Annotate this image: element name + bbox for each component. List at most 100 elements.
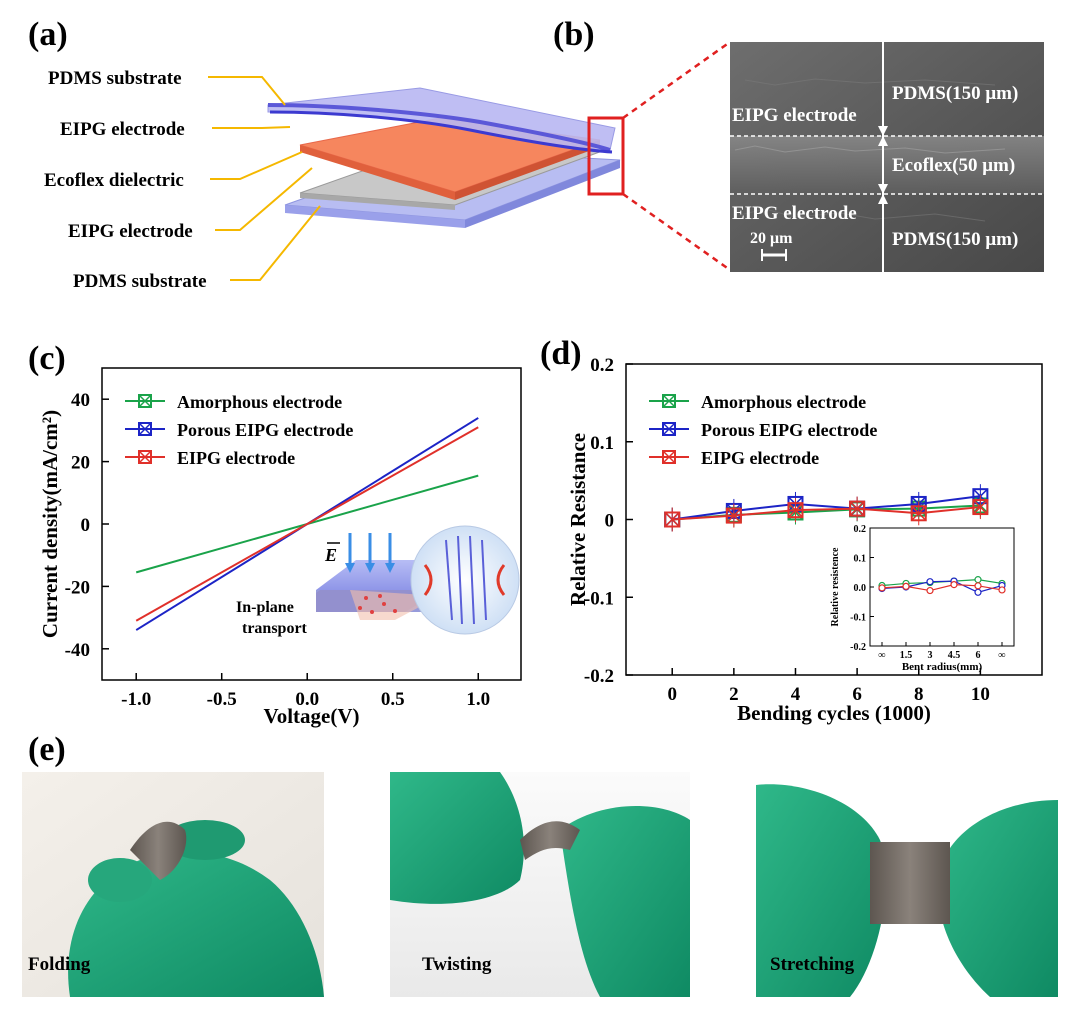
y-tick-label: 0.1 bbox=[590, 433, 614, 454]
sem-label-bottom-right: PDMS(150 μm) bbox=[892, 229, 1018, 250]
inset-y-axis-label: Relative resistence bbox=[830, 547, 841, 627]
x-tick-label: 1.0 bbox=[466, 689, 490, 710]
sem-image: EIPG electrode EIPG electrode PDMS(150 μ… bbox=[730, 42, 1044, 272]
inset-point-2-1 bbox=[902, 582, 910, 591]
photo-folding: Folding bbox=[22, 772, 324, 997]
inset-bubble bbox=[410, 525, 520, 635]
x-tick-label: 8 bbox=[914, 684, 924, 705]
layer-label-3: Ecoflex dielectric bbox=[44, 170, 184, 191]
legend-marker-0 bbox=[138, 394, 152, 408]
legend-label-2: EIPG electrode bbox=[177, 448, 295, 468]
y-tick-label: -40 bbox=[65, 640, 90, 661]
photo-twisting: Twisting bbox=[390, 772, 690, 997]
panel-label-c: (c) bbox=[28, 340, 66, 377]
x-tick-label: 6 bbox=[852, 684, 862, 705]
inset-x-tick-label: 4.5 bbox=[948, 650, 961, 661]
inset-y-tick-label: 0.1 bbox=[854, 554, 867, 565]
legend-marker-1-box bbox=[662, 422, 676, 436]
legend-marker-0-x2 bbox=[138, 394, 152, 408]
inset-point-1-2 bbox=[926, 578, 934, 586]
chart-d-inset: ∞ 1.5 3 4.5 6 ∞ -0.2 -0.1 0.0 0.1 0.2 Bent radius(m… bbox=[830, 524, 1015, 673]
highlight-box bbox=[587, 116, 625, 196]
sem-label-mid-right: Ecoflex(50 μm) bbox=[892, 155, 1015, 176]
legend-marker-1-box bbox=[138, 422, 152, 436]
y-tick-label: 0 bbox=[605, 511, 615, 532]
inset-x-tick-label: ∞ bbox=[878, 650, 885, 661]
y-tick-label: -0.1 bbox=[584, 588, 614, 609]
series-line-2 bbox=[672, 506, 981, 521]
inset-x-tick-label: 6 bbox=[976, 650, 981, 661]
inset-y-tick-label: -0.2 bbox=[850, 642, 866, 653]
photo-label-stretching: Stretching bbox=[770, 954, 855, 975]
x-tick-label: -0.5 bbox=[207, 689, 237, 710]
chart-d-bending: 0 2 4 6 8 10 -0.2 -0.1 0 0.1 0.2 Bending cycles (10… bbox=[566, 355, 1043, 725]
legend-marker-2-x2 bbox=[662, 450, 676, 464]
legend-marker-0 bbox=[662, 394, 676, 408]
x-tick-label: 2 bbox=[729, 684, 739, 705]
y-axis-label: Relative Resistance bbox=[566, 433, 590, 606]
layer-label-5: PDMS substrate bbox=[73, 271, 207, 292]
x-axis-label: Bending cycles (1000) bbox=[737, 701, 931, 725]
legend-marker-1 bbox=[138, 422, 152, 436]
inset-point-2-5 bbox=[998, 586, 1006, 594]
legend-marker-1 bbox=[662, 422, 676, 436]
legend-label-0: Amorphous electrode bbox=[701, 392, 866, 412]
legend-marker-2 bbox=[138, 450, 152, 464]
x-tick-label: 0 bbox=[667, 684, 677, 705]
inset-x-tick-label: 1.5 bbox=[900, 650, 913, 661]
series-line-1 bbox=[672, 495, 981, 521]
x-tick-label: 4 bbox=[791, 684, 801, 705]
legend-marker-2 bbox=[662, 450, 676, 464]
layer-label-4: EIPG electrode bbox=[68, 221, 193, 242]
legend-marker-2-box bbox=[662, 450, 676, 464]
inset-x-tick-label: ∞ bbox=[998, 650, 1005, 661]
legend-marker-2-box bbox=[138, 450, 152, 464]
inset-point-2-3 bbox=[950, 581, 958, 589]
sem-scale-text: 20 μm bbox=[750, 230, 793, 247]
inset-point-1-4 bbox=[974, 588, 982, 596]
legend-label-0: Amorphous electrode bbox=[177, 392, 342, 412]
panel-label-e: (e) bbox=[28, 731, 66, 768]
panel-label-d: (d) bbox=[540, 335, 582, 372]
inset-point-2-4 bbox=[974, 582, 982, 590]
sem-label-bottom-left: EIPG electrode bbox=[732, 203, 857, 224]
y-tick-label: 40 bbox=[71, 390, 90, 411]
x-tick-label: 10 bbox=[971, 684, 990, 705]
x-tick-label: -1.0 bbox=[121, 689, 151, 710]
photo-label-folding: Folding bbox=[28, 954, 91, 975]
legend-label-1: Porous EIPG electrode bbox=[701, 420, 877, 440]
inset-x-axis-label: Bent radius(mm) bbox=[902, 661, 983, 673]
e-field-label: E bbox=[324, 545, 337, 565]
y-tick-label: -20 bbox=[65, 577, 90, 598]
inset-y-tick-label: 0.2 bbox=[854, 524, 867, 535]
legend-marker-2-x2 bbox=[138, 450, 152, 464]
legend-label-1: Porous EIPG electrode bbox=[177, 420, 353, 440]
y-tick-label: 20 bbox=[71, 453, 90, 474]
x-axis-label: Voltage(V) bbox=[263, 704, 359, 728]
y-tick-label: 0 bbox=[81, 515, 91, 536]
layer-stack-diagram: PDMS substrate EIPG electrode Ecoflex di… bbox=[44, 40, 731, 292]
chart-c-iv-curves: -1.0 -0.5 0.0 0.5 1.0 -40 -20 0 20 40 Voltage(V) Cu… bbox=[38, 367, 522, 728]
x-tick-label: 0.5 bbox=[381, 689, 405, 710]
y-tick-label: 0.2 bbox=[590, 355, 614, 376]
chart-c-inset-illustration: E In-plane transport bbox=[236, 525, 520, 637]
legend-marker-0-box bbox=[138, 394, 152, 408]
y-axis-label: Current density(mA/cm²) bbox=[38, 410, 62, 638]
legend-marker-1-x2 bbox=[138, 422, 152, 436]
inset-text-1: In-plane bbox=[236, 599, 294, 616]
x-tick-label: 0.0 bbox=[295, 689, 319, 710]
sem-label-top-right: PDMS(150 μm) bbox=[892, 83, 1018, 104]
inset-y-tick-label: -0.1 bbox=[850, 613, 866, 624]
layer-label-1: PDMS substrate bbox=[48, 68, 182, 89]
photo-label-twisting: Twisting bbox=[422, 954, 492, 975]
inset-point-2-0 bbox=[878, 584, 886, 592]
legend-label-2: EIPG electrode bbox=[701, 448, 819, 468]
inset-series-line-2 bbox=[881, 584, 1003, 592]
panel-label-a: (a) bbox=[28, 16, 68, 53]
inset-point-0-4 bbox=[974, 576, 982, 584]
panel-label-b: (b) bbox=[553, 16, 595, 53]
photo-stretching: Stretching bbox=[756, 772, 1058, 997]
legend-marker-1-x2 bbox=[662, 422, 676, 436]
inset-point-2-2 bbox=[926, 586, 934, 595]
series-line-2 bbox=[135, 426, 479, 622]
